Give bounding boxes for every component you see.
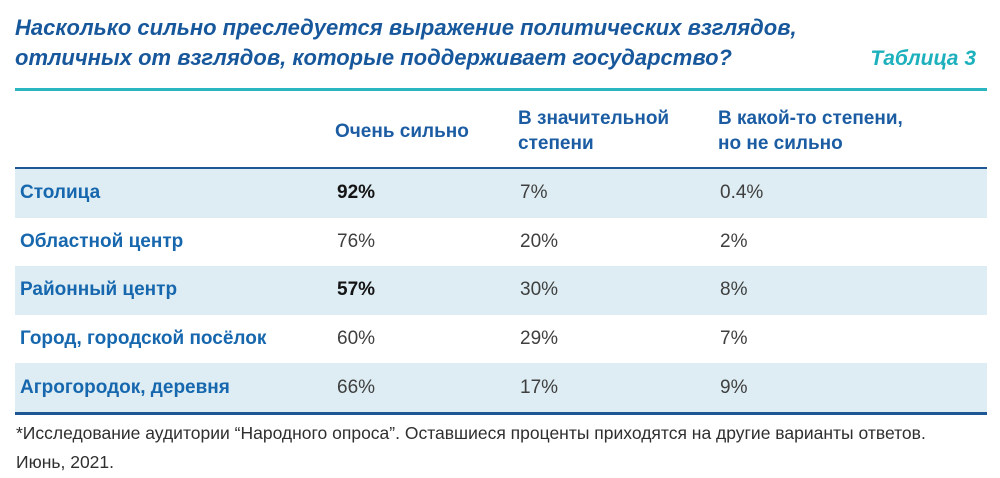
- value-very-strongly: 60%: [337, 328, 376, 350]
- footnote-line1: *Исследование аудитории “Народного опрос…: [16, 423, 926, 443]
- footnote: *Исследование аудитории “Народного опрос…: [16, 419, 991, 477]
- footnote-line2: Июнь, 2021.: [16, 452, 115, 472]
- page-title: Насколько сильно преследуется выражение …: [15, 13, 835, 73]
- row-label: Столица: [20, 182, 101, 204]
- value-significantly: 29%: [520, 328, 559, 350]
- value-somewhat: 9%: [720, 376, 748, 398]
- value-somewhat: 0.4%: [720, 182, 764, 204]
- table-row: Районный центр 57% 30% 8%: [15, 266, 987, 315]
- row-label: Город, городской посёлок: [20, 328, 267, 350]
- header-divider-rule: [15, 167, 987, 169]
- table-row: Столица 92% 7% 0.4%: [15, 169, 987, 218]
- value-somewhat: 7%: [720, 328, 748, 350]
- column-header-significantly: В значительной степени: [518, 108, 670, 154]
- row-label: Областной центр: [20, 230, 184, 252]
- value-very-strongly: 66%: [337, 376, 376, 398]
- table-body: Столица 92% 7% 0.4% Областной центр 76% …: [15, 169, 987, 412]
- value-significantly: 30%: [520, 279, 559, 301]
- column-header-somewhat: В какой-то степени, но не сильно: [718, 108, 903, 154]
- row-label: Агрогородок, деревня: [20, 376, 230, 398]
- value-very-strongly: 76%: [337, 230, 376, 252]
- value-somewhat: 2%: [720, 230, 748, 252]
- page-title-line1: Насколько сильно преследуется выражение …: [15, 15, 797, 40]
- footer-divider-rule: [15, 412, 987, 415]
- teal-divider-rule: [15, 88, 987, 91]
- table-number-label: Таблица 3: [870, 47, 976, 70]
- row-label: Районный центр: [20, 279, 178, 301]
- value-significantly: 17%: [520, 376, 559, 398]
- value-very-strongly: 57%: [337, 279, 376, 301]
- table-row: Агрогородок, деревня 66% 17% 9%: [15, 363, 987, 412]
- value-somewhat: 8%: [720, 279, 748, 301]
- column-header-very-strongly: Очень сильно: [335, 120, 469, 142]
- value-significantly: 20%: [520, 230, 559, 252]
- value-very-strongly: 92%: [337, 182, 376, 204]
- value-significantly: 7%: [520, 182, 548, 204]
- table-header-row: Очень сильно В значительной степени В ка…: [15, 96, 987, 166]
- page-title-line2: отличных от взглядов, которые поддержива…: [15, 45, 732, 70]
- table-row: Областной центр 76% 20% 2%: [15, 218, 987, 267]
- table-row: Город, городской посёлок 60% 29% 7%: [15, 315, 987, 364]
